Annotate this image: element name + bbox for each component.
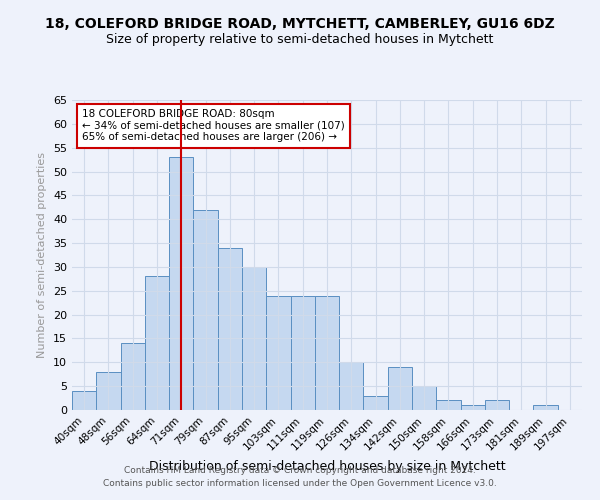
Bar xyxy=(485,400,509,410)
Bar xyxy=(242,267,266,410)
Bar xyxy=(339,362,364,410)
X-axis label: Distribution of semi-detached houses by size in Mytchett: Distribution of semi-detached houses by … xyxy=(149,460,505,473)
Bar xyxy=(145,276,169,410)
Bar xyxy=(290,296,315,410)
Y-axis label: Number of semi-detached properties: Number of semi-detached properties xyxy=(37,152,47,358)
Text: 18, COLEFORD BRIDGE ROAD, MYTCHETT, CAMBERLEY, GU16 6DZ: 18, COLEFORD BRIDGE ROAD, MYTCHETT, CAMB… xyxy=(45,18,555,32)
Bar xyxy=(193,210,218,410)
Bar xyxy=(96,372,121,410)
Bar xyxy=(412,386,436,410)
Bar xyxy=(461,405,485,410)
Bar xyxy=(315,296,339,410)
Bar xyxy=(436,400,461,410)
Bar xyxy=(364,396,388,410)
Text: 18 COLEFORD BRIDGE ROAD: 80sqm
← 34% of semi-detached houses are smaller (107)
6: 18 COLEFORD BRIDGE ROAD: 80sqm ← 34% of … xyxy=(82,110,345,142)
Text: Contains HM Land Registry data © Crown copyright and database right 2024.
Contai: Contains HM Land Registry data © Crown c… xyxy=(103,466,497,487)
Bar xyxy=(218,248,242,410)
Bar xyxy=(121,343,145,410)
Bar xyxy=(169,157,193,410)
Bar xyxy=(72,391,96,410)
Bar xyxy=(266,296,290,410)
Bar xyxy=(388,367,412,410)
Text: Size of property relative to semi-detached houses in Mytchett: Size of property relative to semi-detach… xyxy=(106,32,494,46)
Bar xyxy=(533,405,558,410)
